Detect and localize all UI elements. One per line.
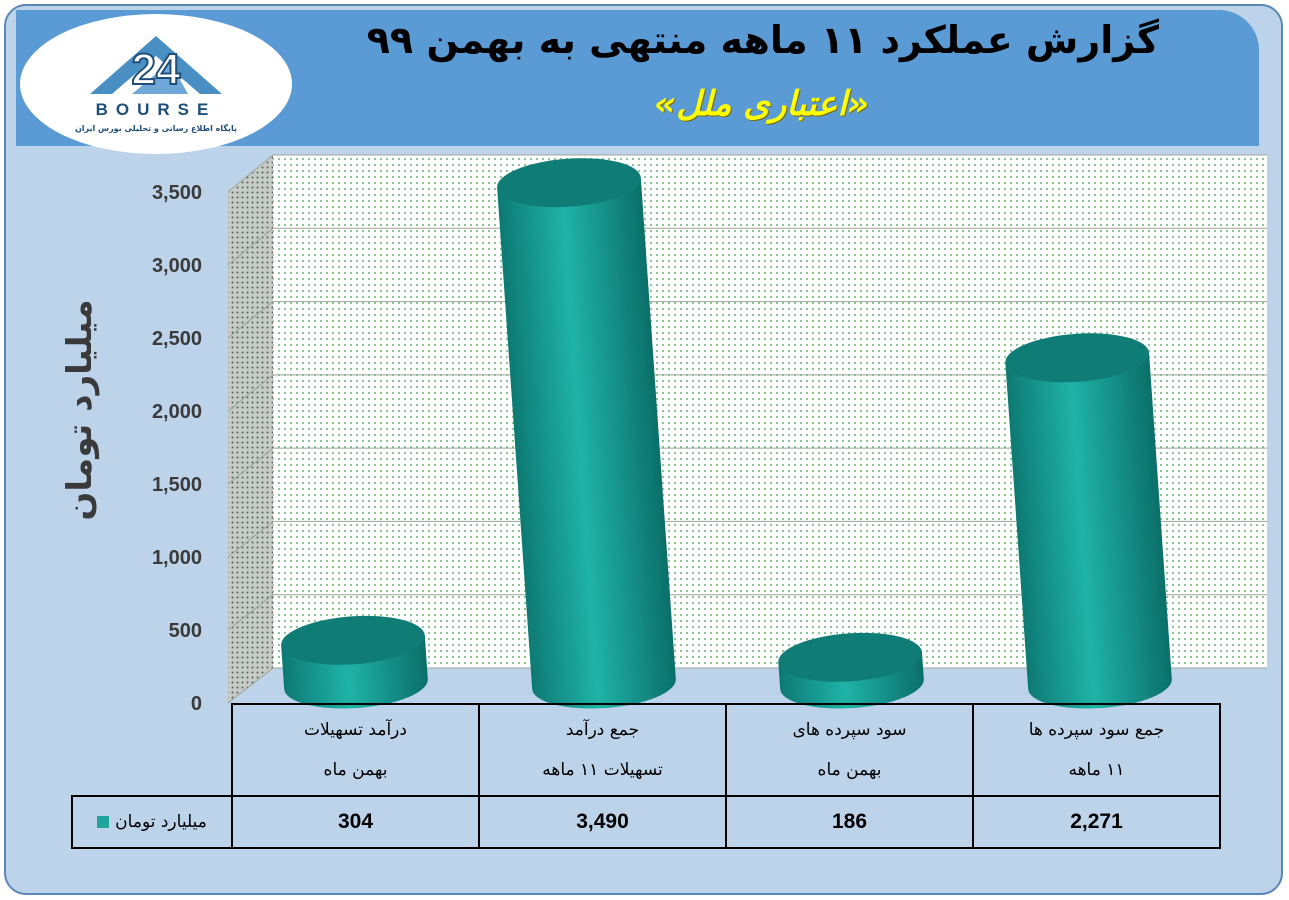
table-corner [72, 704, 233, 797]
bar [1005, 333, 1172, 709]
side-wall [228, 155, 273, 703]
gridline [227, 667, 1267, 704]
gridlines [227, 154, 1267, 704]
category-label: سود سپرده های بهمن ماه [725, 703, 974, 797]
category-label: درآمد تسهیلات بهمن ماه [231, 703, 480, 797]
y-tick-label: 3,000 [152, 255, 202, 277]
y-tick-label: 2,500 [152, 328, 202, 350]
legend-swatch [97, 816, 110, 828]
bar [281, 615, 428, 709]
legend-label: میلیارد تومان [115, 812, 207, 832]
gridline [227, 447, 1267, 485]
gridline [227, 301, 1267, 339]
y-tick-label: 3,500 [152, 182, 202, 204]
legend-entry: میلیارد تومان [71, 795, 233, 849]
y-tick-label: 1,500 [152, 474, 202, 496]
logo-text: BOURSE [95, 100, 217, 119]
data-label: 304 [231, 795, 480, 849]
y-tick-label: 1,000 [152, 547, 202, 569]
bars [281, 158, 1172, 709]
chart-title: گزارش عملکرد ۱۱ ماهه منتهی به بهمن ۹۹ [366, 18, 1159, 62]
chart-subtitle: «اعتباری ملل» [654, 84, 869, 124]
logo-icon: 24 [90, 36, 222, 95]
gridline [227, 154, 1267, 193]
bar [778, 632, 924, 709]
data-label: 3,490 [478, 795, 727, 849]
data-table: درآمد تسهیلات بهمن ماه جمع درآمد تسهیلات ۱… [71, 703, 1221, 849]
bar [497, 158, 676, 709]
category-row: درآمد تسهیلات بهمن ماه جمع درآمد تسهیلات ۱… [72, 703, 1221, 797]
gridline [227, 520, 1267, 558]
y-tick-label: 2,000 [152, 401, 202, 423]
data-label: 186 [725, 795, 974, 849]
svg-text:24: 24 [132, 45, 181, 94]
category-label: جمع درآمد تسهیلات ۱۱ ماهه [478, 703, 727, 797]
category-label: جمع سود سپرده ها ۱۱ ماهه [972, 703, 1221, 797]
bourse-logo: 24 BOURSE پایگاه اطلاع رسانی و تحلیلی بو… [20, 14, 292, 154]
value-row: میلیارد تومان 304 3,490 186 2,271 [71, 795, 1221, 849]
data-label: 2,271 [972, 795, 1221, 849]
y-tick-label: 500 [169, 620, 202, 642]
gridline [227, 227, 1267, 266]
logo-subtext: پایگاه اطلاع رسانی و تحلیلی بورس ایران [74, 124, 238, 133]
gridline [227, 594, 1267, 631]
gridline [227, 374, 1267, 412]
